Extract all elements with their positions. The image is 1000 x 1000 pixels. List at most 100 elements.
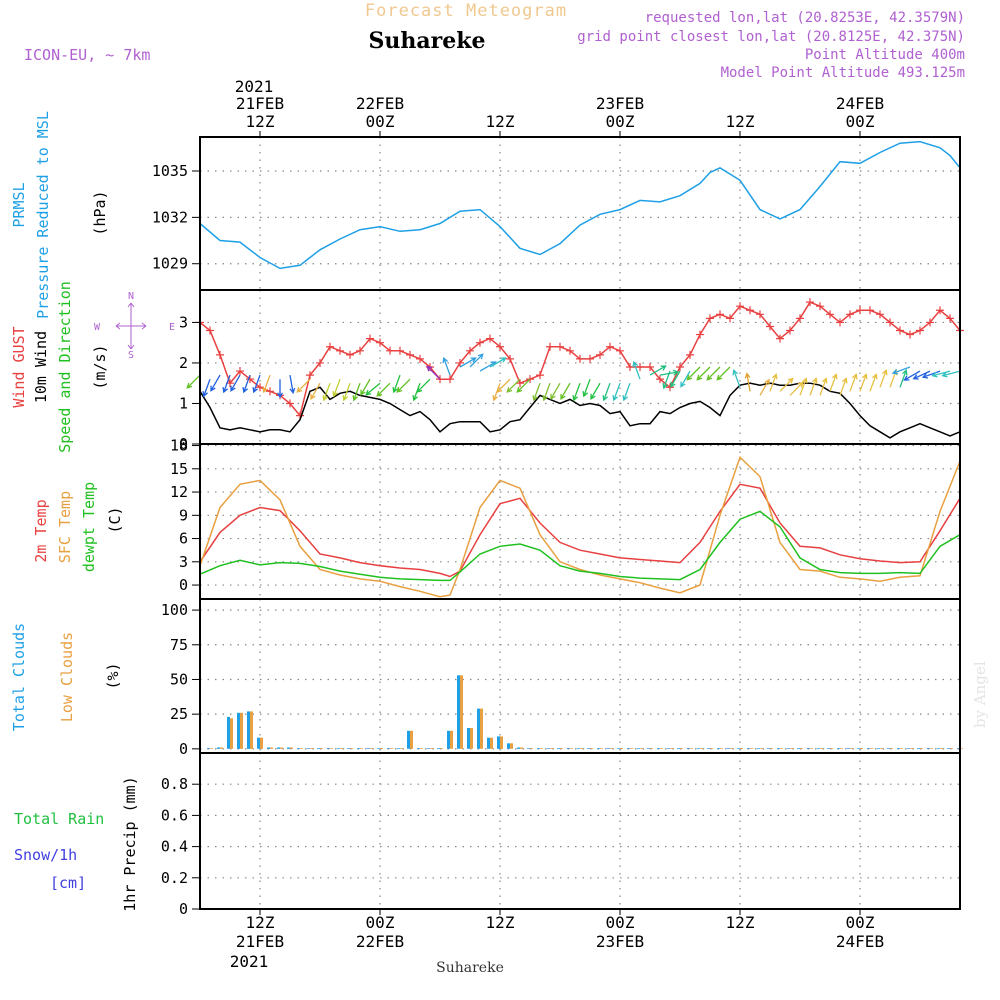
clouds-bar-total — [217, 747, 220, 749]
clouds-bar-total — [397, 748, 400, 749]
clouds-bar-low — [750, 748, 753, 749]
temperature-series-1-line — [199, 455, 961, 598]
clouds-bar-total — [377, 748, 380, 749]
info-line-requested: requested lon,lat (20.8253E, 42.3579N) — [645, 10, 965, 26]
clouds-bar-total — [617, 748, 620, 749]
wind-arrow — [670, 370, 681, 388]
wind-arrow — [789, 381, 804, 396]
gust-marker — [456, 358, 464, 367]
clouds-bar-low — [730, 748, 733, 749]
clouds-bar-low — [490, 737, 493, 749]
clouds-bar-low — [830, 748, 833, 749]
clouds-bar-low — [420, 748, 423, 749]
clouds-bar-low — [280, 747, 283, 749]
clouds-bar-total — [767, 748, 770, 749]
clouds-bar-low — [220, 747, 223, 749]
compass-cross-icon — [115, 302, 147, 350]
clouds-bar-low — [260, 737, 263, 749]
wind-arrow — [550, 382, 561, 400]
clouds-bar-total — [737, 748, 740, 749]
clouds-bar-low — [480, 708, 483, 749]
clouds-bar-total — [477, 708, 480, 749]
gust-marker — [466, 346, 474, 355]
wind-arrow — [542, 382, 551, 402]
clouds-bar-total — [647, 748, 650, 749]
bottom-date-label-0: 21FEB — [236, 932, 284, 951]
clouds-bar-low — [340, 748, 343, 749]
clouds-bar-low — [680, 748, 683, 749]
gust-marker — [906, 330, 914, 339]
wind-arrow — [396, 378, 411, 393]
clouds-bar-total — [457, 675, 460, 749]
pressure-series-0-line — [199, 140, 961, 270]
gust-marker — [486, 334, 494, 343]
clouds-bar-total — [577, 748, 580, 749]
clouds-bar-low — [640, 748, 643, 749]
wind-arrow — [469, 353, 484, 368]
clouds-bar-total — [927, 748, 930, 749]
clouds-bar-low — [810, 748, 813, 749]
pressure-unit-label: (hPa) — [91, 190, 109, 235]
clouds-bar-low — [790, 748, 793, 749]
gust-marker — [566, 346, 574, 355]
bottom-hour-label-2: 12Z — [486, 913, 515, 932]
clouds-bar-total — [467, 728, 470, 749]
clouds-ytick-label-0: 0 — [179, 740, 188, 758]
temp-sfc-axis-label: SFC Temp — [56, 491, 74, 563]
gust-marker — [716, 310, 724, 319]
clouds-unit-label: (%) — [104, 662, 122, 689]
gust-marker — [216, 350, 224, 359]
wind-arrow — [516, 378, 531, 393]
clouds-bar-low — [660, 748, 663, 749]
clouds-bar-low — [460, 675, 463, 749]
clouds-ytick-label-1: 25 — [170, 705, 188, 723]
clouds-bar-total — [557, 748, 560, 749]
wind-arrow — [392, 374, 401, 394]
gust-marker — [306, 371, 314, 380]
clouds-bar-total — [327, 748, 330, 749]
clouds-bar-low — [710, 748, 713, 749]
clouds-bar-low — [300, 748, 303, 749]
gust-marker — [836, 318, 844, 327]
clouds-bar-low — [880, 748, 883, 749]
wind-arrow — [242, 374, 251, 394]
clouds-bar-low — [960, 748, 963, 749]
gust-marker — [636, 363, 644, 371]
frame-layer — [192, 131, 961, 915]
clouds-bar-low — [650, 748, 653, 749]
wind-arrow — [829, 373, 838, 392]
wind-ytick-label-0: 0 — [179, 435, 188, 453]
clouds-bar-total — [337, 748, 340, 749]
clouds-bar-low — [610, 748, 613, 749]
wind-arrow — [289, 374, 296, 395]
clouds-bar-low — [210, 748, 213, 749]
gust-marker — [846, 310, 854, 319]
gust-marker — [796, 314, 804, 323]
wind-arrow — [572, 382, 581, 402]
clouds-bar-low — [430, 748, 433, 749]
wind-arrow — [332, 378, 341, 398]
precip-panel-frame — [199, 752, 961, 910]
gust-marker — [516, 379, 524, 388]
gust-marker — [346, 350, 354, 359]
temperature-series-0-line — [199, 483, 961, 578]
clouds-bar-low — [670, 748, 673, 749]
gust-marker — [386, 346, 394, 355]
gust-marker — [616, 346, 624, 355]
wind-arrow — [459, 357, 477, 368]
clouds-bar-total — [487, 737, 490, 749]
precip-ytick-label-2: 0.4 — [161, 838, 188, 856]
text-layer: 10291032103501230369121518025507510000.2… — [152, 94, 884, 951]
compass-south: S — [128, 350, 134, 361]
model-label: ICON-EU, ~ 7km — [24, 46, 150, 64]
temperature-ytick-label-5: 15 — [170, 460, 188, 478]
wind-arrow — [941, 370, 961, 378]
clouds-bar-low — [400, 748, 403, 749]
wind-arrow — [632, 360, 641, 380]
clouds-bar-total — [897, 748, 900, 749]
wind-arrow — [891, 366, 911, 375]
gust-marker — [776, 334, 784, 343]
wind-arrow — [230, 374, 241, 392]
wind-arrow — [903, 370, 921, 381]
gust-marker — [356, 346, 364, 355]
